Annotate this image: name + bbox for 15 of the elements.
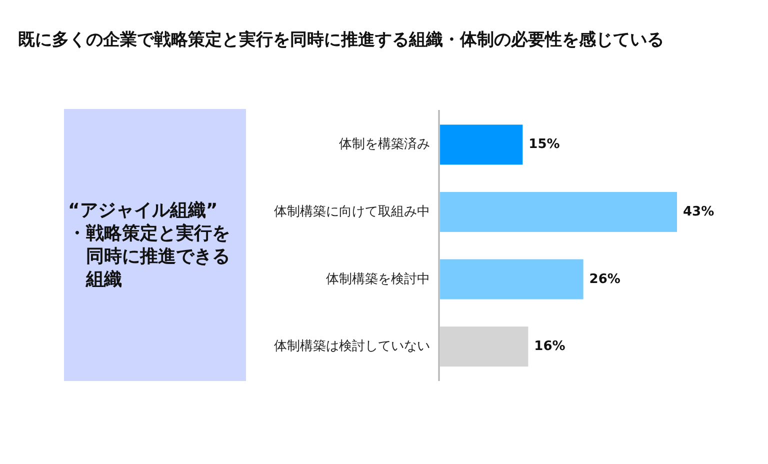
text: “アジャイル組織”: [68, 199, 219, 222]
bar: [440, 326, 528, 367]
chart-title: 既に多くの企業で戦略策定と実行を同時に推進する組織・体制の必要性を感じている: [18, 29, 664, 51]
bar: [440, 192, 677, 232]
y-tick-label: 体制構築は検討していない: [274, 339, 430, 354]
bar: [440, 259, 584, 300]
bar: [440, 124, 523, 165]
y-tick-label: 体制構築を検討中: [326, 272, 430, 287]
data-label: 15%: [528, 137, 560, 152]
data-label: 26%: [589, 272, 620, 287]
text: ・戦略策定と実行を同時に推進できる組織: [68, 222, 231, 291]
data-label: 16%: [534, 339, 566, 354]
y-tick-label: 体制構築に向けて取組み中: [274, 204, 430, 220]
y-tick-label: 体制を構築済み: [339, 136, 430, 152]
data-label: 43%: [683, 204, 714, 220]
